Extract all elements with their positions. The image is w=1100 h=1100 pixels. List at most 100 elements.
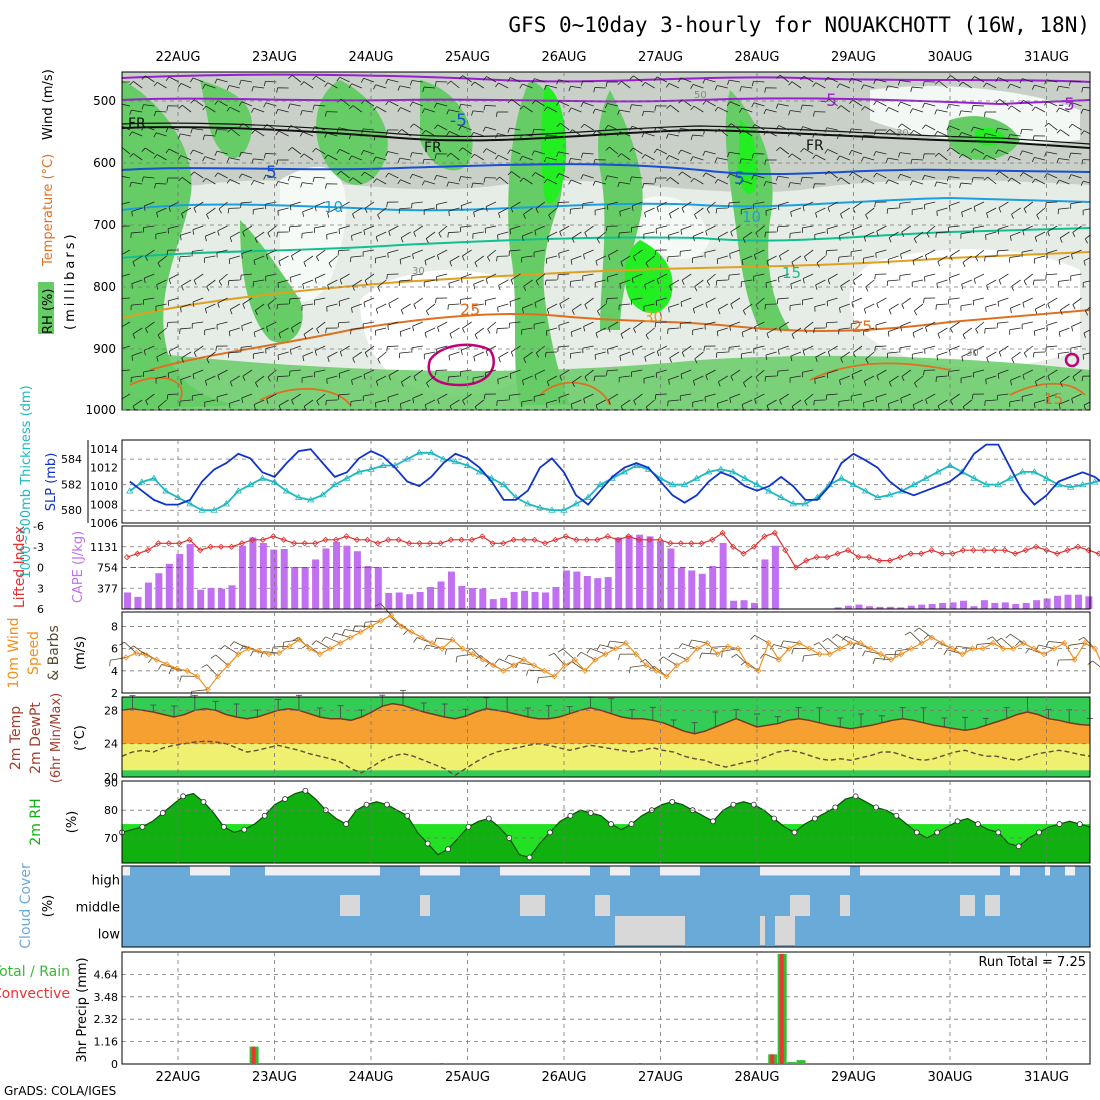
- wind-barb: [400, 231, 411, 239]
- wind-barb: [535, 172, 545, 179]
- wind-barb-flag: [875, 397, 877, 403]
- wind-speed-point: [571, 656, 578, 663]
- wind-barb: [1009, 255, 1021, 258]
- wind-barb-flag: [178, 133, 181, 139]
- wind-barb: [631, 369, 643, 373]
- wind-barb-flag: [242, 231, 245, 237]
- wind-barb-flag: [206, 286, 210, 292]
- wind10m-barbs-label: & Barbs: [46, 625, 62, 681]
- wind-barb-flag: [971, 105, 974, 111]
- wind-barb: [1082, 208, 1090, 211]
- wind-barb-flag: [129, 153, 134, 158]
- wind-barb: [1072, 225, 1082, 233]
- wind-barb: [570, 255, 582, 261]
- cape-bar: [416, 591, 424, 609]
- wind-barb-flag: [254, 310, 258, 316]
- wind-barb: [899, 273, 911, 276]
- wind-barb-flag: [364, 208, 368, 214]
- wind-speed-point: [214, 673, 221, 680]
- rh2m-point: [547, 829, 553, 836]
- wind-barb-flag: [841, 635, 847, 641]
- wind-barb: [399, 85, 411, 89]
- wind-speed-point: [469, 651, 476, 658]
- thickness-line-point: [451, 457, 460, 465]
- wind-barb: [950, 147, 960, 155]
- wind-barb-flag: [210, 654, 216, 659]
- wind-barb-flag: [143, 350, 146, 356]
- wind-barb-flag: [165, 148, 170, 154]
- wind-barb: [253, 327, 265, 333]
- lifted-index-point: [824, 554, 831, 561]
- li-tick-label: -3: [33, 541, 44, 554]
- wind-barb: [497, 375, 509, 380]
- wind-barb: [887, 207, 899, 210]
- wind-barb: [864, 178, 875, 185]
- wind-barb-flag: [214, 100, 219, 105]
- wind-barb-flag: [950, 400, 954, 406]
- wind-barb: [992, 636, 1004, 649]
- wind-barb-flag: [119, 277, 120, 282]
- wind-barb: [718, 303, 728, 310]
- wind-barb-flag: [729, 253, 731, 259]
- cape-bar: [740, 600, 748, 609]
- wind-barb-flag: [141, 126, 145, 131]
- wind-barb-flag: [289, 277, 292, 283]
- wind-barb: [204, 399, 216, 403]
- wind-barb-flag: [568, 107, 572, 113]
- wind-barb-flag: [132, 333, 136, 339]
- wind-speed-point: [551, 673, 558, 680]
- wind-barb-flag: [190, 128, 193, 134]
- wind-barb-flag: [364, 280, 368, 286]
- wind-barb-flag: [153, 132, 157, 138]
- lifted-index-point: [970, 547, 977, 554]
- wind-barb-flag: [546, 236, 550, 242]
- contour-label-m5-3: -5: [1058, 95, 1075, 115]
- wind-barb-flag: [525, 669, 529, 676]
- wind-barb: [975, 321, 985, 330]
- wind-barb-flag: [731, 654, 737, 658]
- contour-label-rh30-2: 30: [412, 266, 425, 277]
- wind-barb: [253, 86, 265, 89]
- wind-barb: [546, 156, 558, 161]
- wind-barb-flag: [531, 150, 535, 156]
- wind-barb: [315, 640, 331, 649]
- slp-tick-label: 1014: [90, 443, 118, 456]
- wind-barb: [426, 375, 436, 384]
- wind-barb: [533, 393, 545, 397]
- wind-barb: [913, 129, 924, 137]
- wind-barb-flag: [483, 394, 486, 400]
- wind-barb-flag: [338, 301, 341, 307]
- wind-barb: [156, 154, 167, 161]
- wind-barb-flag: [324, 82, 329, 87]
- wind-barb: [620, 327, 631, 335]
- wind-barb-flag: [580, 174, 584, 180]
- wind-barb-flag: [596, 644, 601, 651]
- wind-barb: [423, 158, 436, 161]
- wind-barb: [741, 327, 753, 333]
- wind-barb: [155, 375, 167, 379]
- wind-speed-point: [1000, 645, 1007, 652]
- wind-barb: [424, 207, 436, 211]
- lifted-index-point: [1095, 550, 1100, 557]
- date-label-top: 27AUG: [638, 50, 683, 65]
- wind-barb-flag: [421, 108, 425, 114]
- wind-barb-flag: [154, 183, 157, 189]
- wind-barb: [1022, 297, 1033, 304]
- wind-barb: [192, 369, 204, 375]
- wind-barb: [656, 225, 667, 230]
- wind-barb: [669, 279, 680, 287]
- wind-barb-flag: [873, 79, 877, 85]
- wind-barb: [631, 125, 643, 131]
- thickness-line-point: [885, 491, 894, 498]
- temp-contour-10: [122, 196, 1090, 212]
- wind-barb: [572, 303, 582, 311]
- wind-barb: [1036, 207, 1046, 216]
- date-label-bottom: 22AUG: [155, 1070, 200, 1085]
- wind-barb: [314, 297, 326, 301]
- wind-barb: [1047, 369, 1058, 377]
- wind-barb: [950, 321, 960, 329]
- cape-bar: [1033, 600, 1041, 609]
- wind-barb: [521, 255, 533, 258]
- rh2m-point: [628, 821, 635, 827]
- wind-barb-flag: [726, 101, 731, 107]
